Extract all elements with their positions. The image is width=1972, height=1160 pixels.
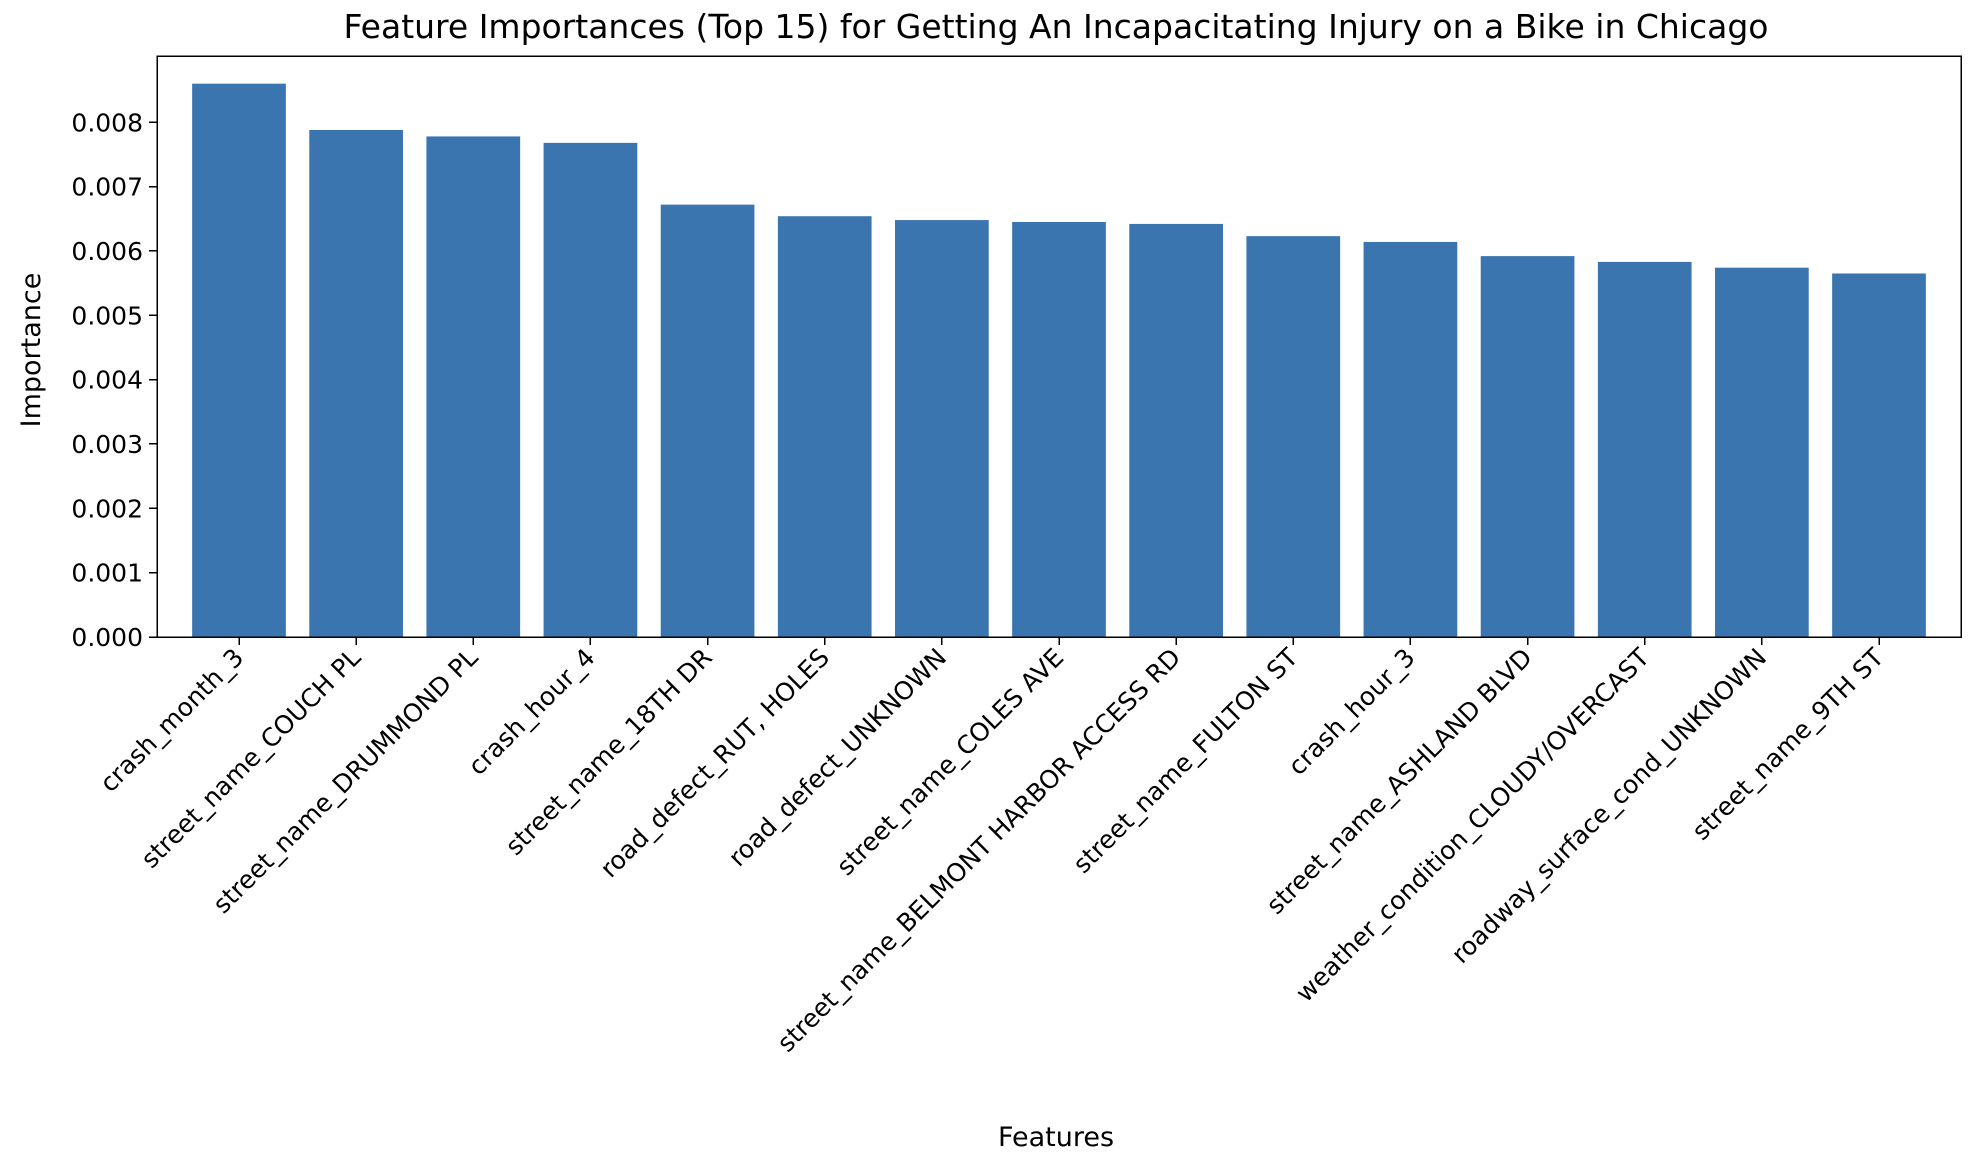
x-tick-label: street_name_COLES AVE [831,643,1069,881]
chart-title: Feature Importances (Top 15) for Getting… [344,7,1769,46]
bar [192,83,286,638]
y-tick-label: 0.007 [71,173,143,202]
y-tick-label: 0.005 [71,301,143,330]
bar [1246,236,1341,637]
bar [1129,223,1223,637]
bar [1832,273,1926,637]
bar [777,216,872,637]
y-tick-label: 0.000 [71,623,143,652]
x-tick-label: road_defect_RUT, HOLES [594,643,834,883]
bar [660,204,755,637]
bar [426,136,521,637]
bar [1012,222,1106,637]
y-tick-label: 0.003 [71,430,143,459]
bar [543,142,638,638]
plot-frame [156,55,1962,638]
bar [1480,256,1575,637]
bar [895,220,989,637]
x-tick-label: road_defect_UNKNOWN [723,643,952,872]
x-tick-label: street_name_18TH DR [500,643,718,861]
x-tick-label: street_name_FULTON ST [1067,642,1304,879]
bars-group [192,83,1926,638]
x-tick-label: street_name_9TH ST [1686,642,1890,846]
bar [1597,261,1692,637]
x-tick-label: street_name_BELMONT HARBOR ACCESS RD [772,643,1187,1058]
y-axis-ticks: 0.000 0.001 0.002 0.003 0.004 0.005 0.006 0.007… [71,108,157,652]
y-axis-label: Importance [16,273,47,428]
y-tick-label: 0.008 [71,108,143,137]
y-tick-label: 0.001 [71,559,143,588]
y-tick-label: 0.006 [71,237,143,266]
x-tick-label: street_name_COUCH PL [135,643,366,874]
y-tick-label: 0.002 [71,494,143,523]
bar [1715,267,1809,637]
x-axis-label: Features [998,1122,1114,1153]
bar [309,129,403,638]
bar [1363,241,1458,637]
y-tick-label: 0.004 [71,366,143,395]
